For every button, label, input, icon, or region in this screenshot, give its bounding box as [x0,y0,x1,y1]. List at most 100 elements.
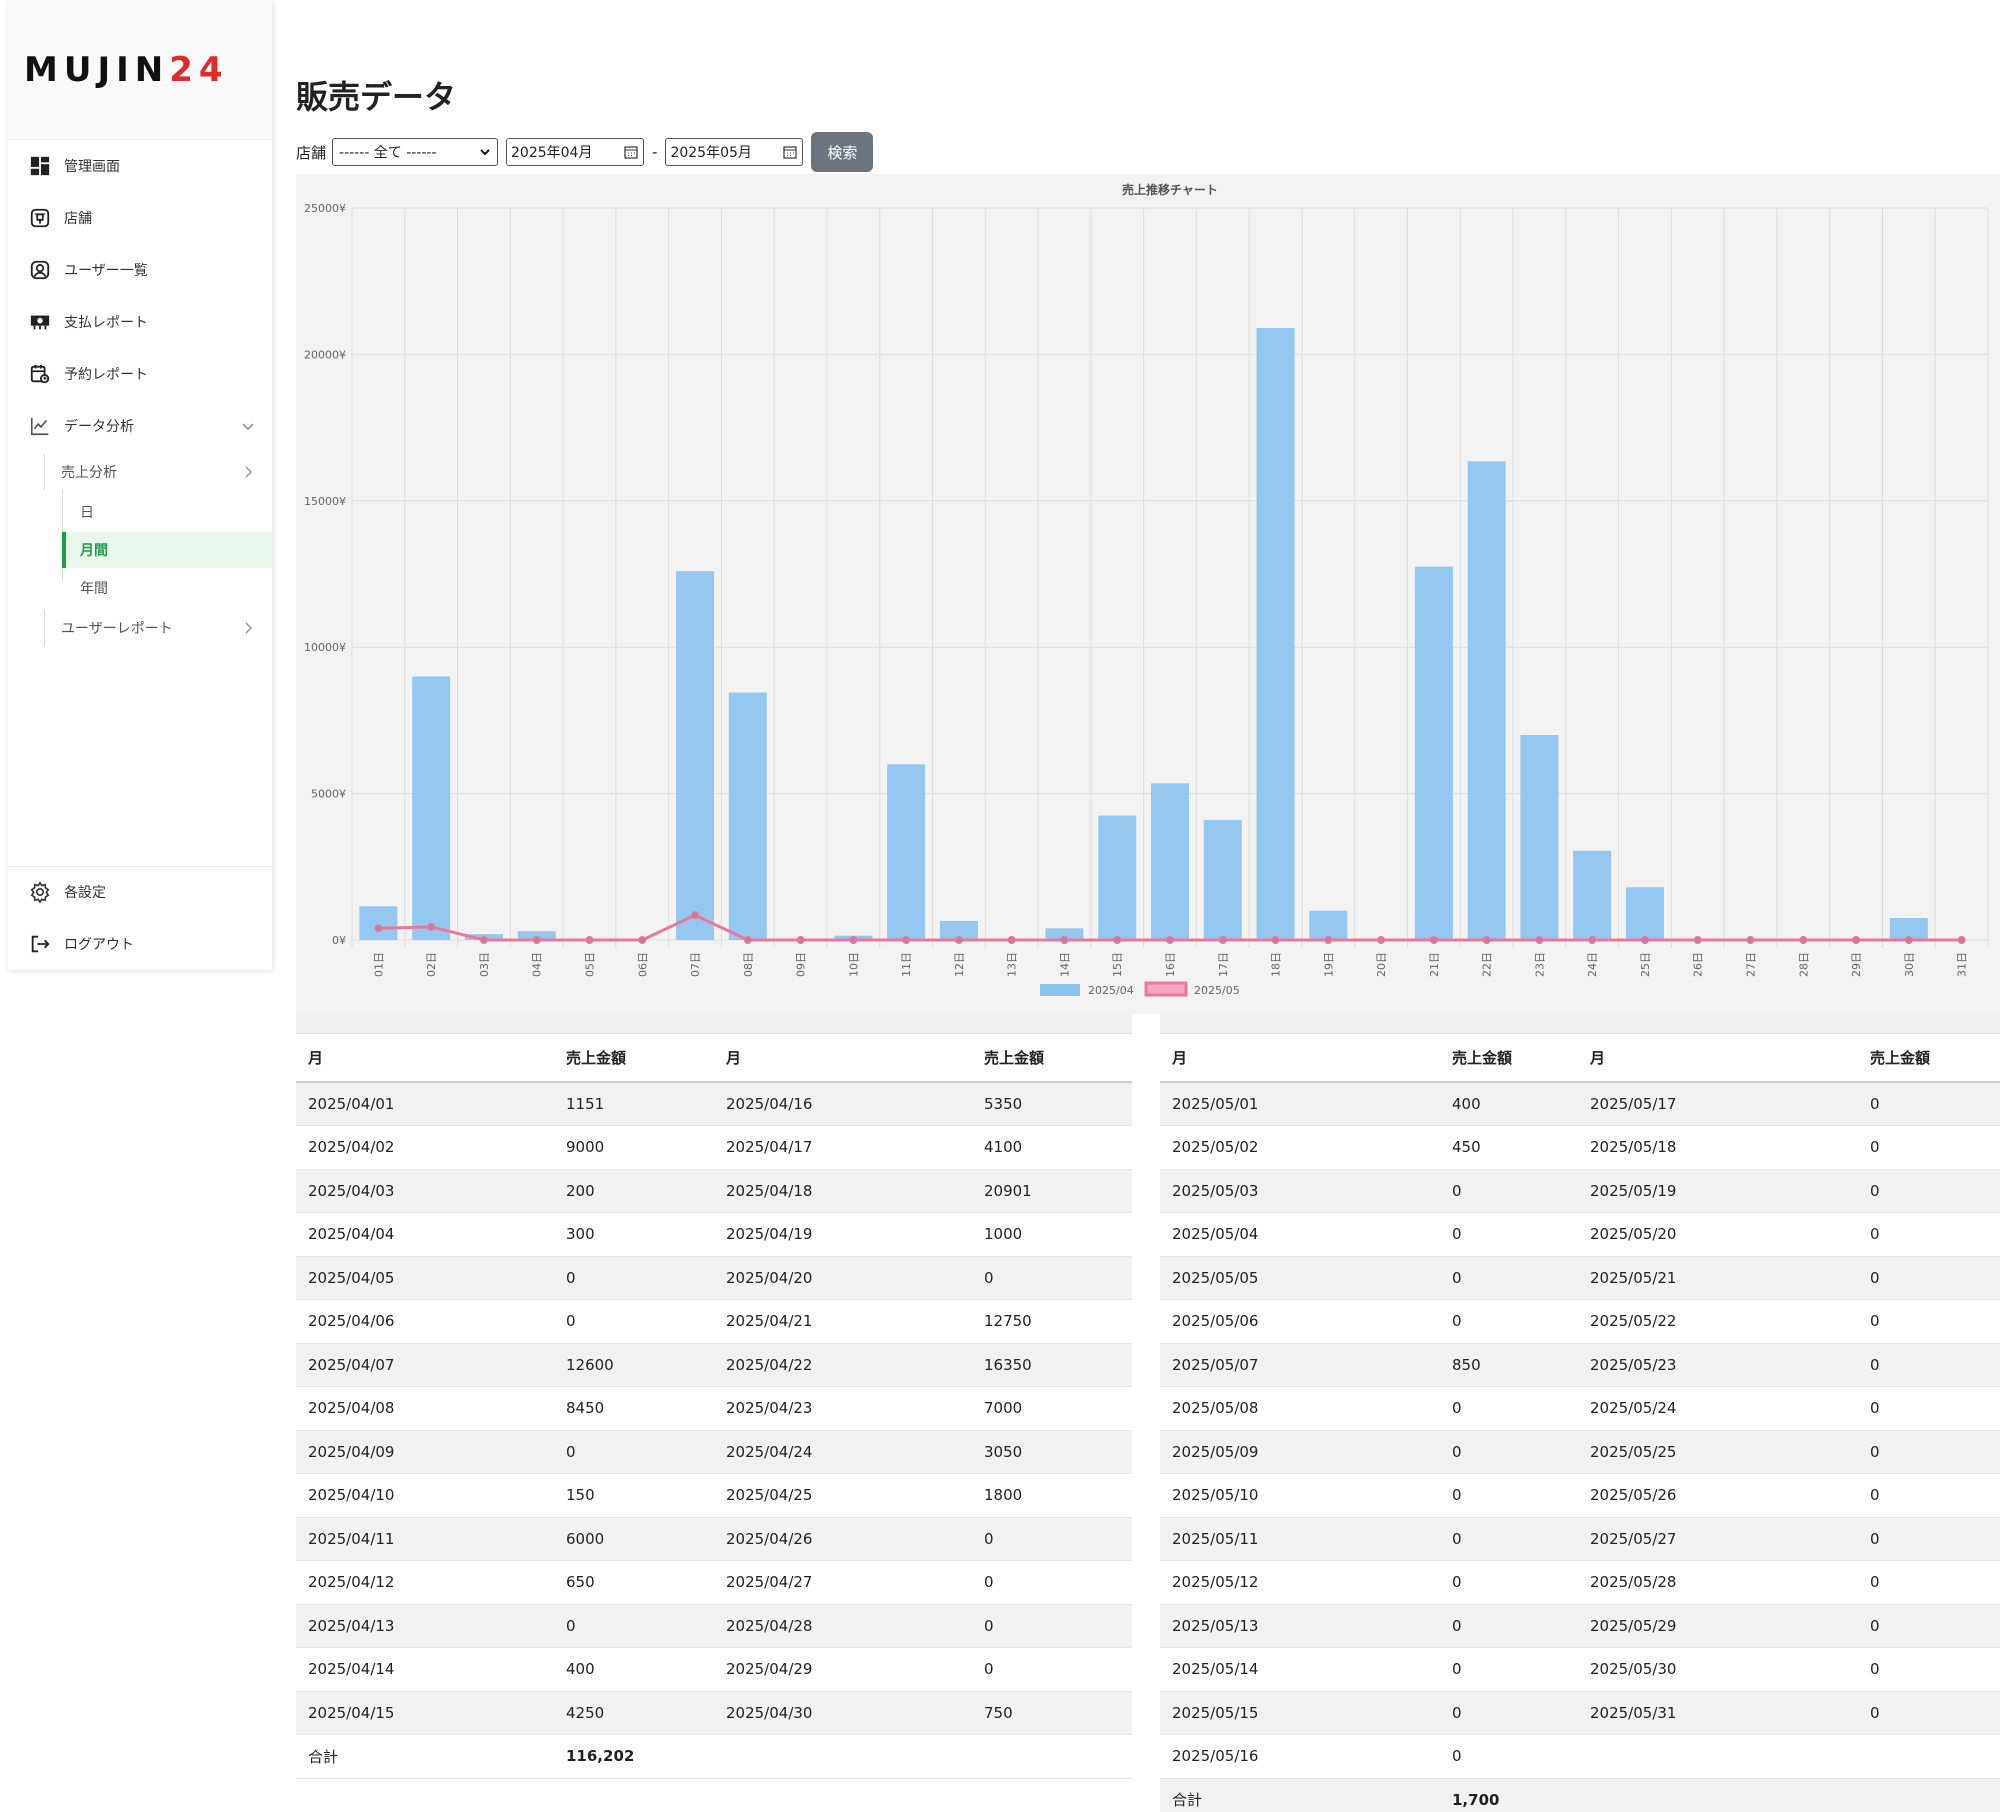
table-row: 2025/05/04 0 2025/05/20 0 [1160,1212,2000,1257]
x-tick-label: 23日 [1533,952,1546,977]
sidebar-item-users[interactable]: ユーザー一覧 [8,250,272,290]
x-tick-label: 01日 [372,952,385,977]
cell-empty [714,1734,972,1779]
cell-date: 2025/04/15 [296,1691,554,1735]
sidebar-item-day[interactable]: 日 [62,494,272,530]
cell-date: 2025/04/10 [296,1473,554,1518]
cell-date: 2025/05/23 [1578,1343,1858,1387]
cell-amount: 0 [1440,1517,1578,1561]
sidebar-item-reservation-report[interactable]: 予約レポート [8,354,272,394]
cell-date: 2025/04/14 [296,1647,554,1692]
table-row: 2025/04/04 300 2025/04/19 1000 [296,1212,1132,1257]
table-row: 2025/05/14 0 2025/05/30 0 [1160,1647,2000,1692]
sidebar-item-user-report[interactable]: ユーザーレポート [44,610,272,646]
sidebar-item-logout[interactable]: ログアウト [8,924,272,964]
sidebar-item-label: ログアウト [64,937,134,953]
sidebar-item-sales-analysis[interactable]: 売上分析 [44,454,272,490]
point-2025-05 [1429,936,1438,944]
table-row: 2025/05/05 0 2025/05/21 0 [1160,1256,2000,1300]
sidebar-item-settings[interactable]: 各設定 [8,872,272,912]
logo[interactable]: MUJIN24 [8,0,272,140]
sidebar-item-payment-report[interactable]: 支払レポート [8,302,272,342]
cell-date: 2025/04/27 [714,1560,972,1605]
sidebar-item-store[interactable]: 店舗 [8,198,272,238]
point-2025-05 [1904,936,1913,944]
cell-date: 2025/04/28 [714,1604,972,1648]
cell-amount: 7000 [972,1386,1132,1431]
cell-amount: 400 [554,1647,714,1692]
april-sales-table: 月売上金額月売上金額 2025/04/01 1151 2025/04/16 5350 20… [296,1034,1132,1779]
y-tick-label: 20000¥ [304,348,346,361]
cell-amount: 0 [1858,1691,2000,1735]
store-label: 店舗 [296,143,327,162]
cell-date: 2025/05/30 [1578,1647,1858,1692]
cell-date [1578,1734,1858,1779]
x-tick-label: 20日 [1375,952,1388,977]
cell-date: 2025/05/05 [1160,1256,1440,1300]
cell-amount: 0 [1858,1473,2000,1518]
cell-amount: 200 [554,1169,714,1213]
cell-date: 2025/04/01 [296,1082,554,1126]
cell-amount: 0 [1440,1212,1578,1257]
sidebar-item-year[interactable]: 年間 [62,570,272,606]
table-top-bar [296,1014,1132,1034]
cell-amount: 1800 [972,1473,1132,1518]
cell-date: 2025/05/29 [1578,1604,1858,1648]
cell-date: 2025/04/09 [296,1430,554,1474]
calendar-icon[interactable] [623,144,639,160]
x-tick-label: 06日 [636,952,649,977]
table-row: 2025/05/12 0 2025/05/28 0 [1160,1560,2000,1605]
cell-date: 2025/04/21 [714,1299,972,1344]
table-row: 2025/04/03 200 2025/04/18 20901 [296,1169,1132,1213]
cell-amount: 0 [972,1517,1132,1561]
x-tick-label: 13日 [1006,952,1019,977]
to-month-input[interactable]: 2025年05月 [665,138,804,166]
cell-amount: 0 [1858,1647,2000,1692]
payment-icon [28,310,52,334]
store-select[interactable]: ------ 全て ------ [332,138,499,166]
point-2025-05 [1482,936,1491,944]
y-tick-label: 10000¥ [304,641,346,654]
point-2025-05 [1324,936,1333,944]
table-row: 2025/05/09 0 2025/05/25 0 [1160,1430,2000,1474]
point-2025-05 [954,936,963,944]
cell-date: 2025/05/21 [1578,1256,1858,1300]
x-tick-label: 14日 [1058,952,1071,977]
bar-2025-04 [1151,783,1189,940]
legend-swatch-2025-04 [1040,984,1080,996]
cell-date: 2025/05/09 [1160,1430,1440,1474]
x-tick-label: 27日 [1745,952,1758,977]
sidebar-item-data-analysis[interactable]: データ分析 [8,406,272,446]
cell-date: 2025/05/19 [1578,1169,1858,1213]
cell-amount: 0 [554,1430,714,1474]
cell-date: 2025/04/06 [296,1299,554,1344]
x-tick-label: 28日 [1797,952,1810,977]
sidebar-item-dashboard[interactable]: 管理画面 [8,146,272,186]
cell-amount: 0 [1858,1212,2000,1257]
bar-2025-04 [1203,819,1242,940]
search-button[interactable]: 検索 [811,132,874,172]
calendar-icon[interactable] [782,144,798,160]
cell-date: 2025/04/05 [296,1256,554,1300]
bar-2025-04 [1520,735,1559,940]
from-month-input[interactable]: 2025年04月 [506,138,645,166]
logout-icon [28,932,52,956]
cell-amount: 0 [1440,1734,1578,1779]
sidebar-item-month[interactable]: 月間 [62,532,272,568]
user-icon [28,258,52,282]
x-tick-label: 15日 [1111,952,1124,977]
cell-amount: 5350 [972,1082,1132,1126]
point-2025-05 [1166,936,1174,944]
bar-2025-04 [359,906,398,940]
cell-empty [1858,1778,2000,1812]
cell-amount: 0 [1440,1604,1578,1648]
table-row: 2025/05/15 0 2025/05/31 0 [1160,1691,2000,1735]
point-2025-05 [1060,936,1069,944]
y-tick-label: 0¥ [332,934,346,947]
x-tick-label: 26日 [1692,952,1705,977]
y-tick-label: 5000¥ [311,788,346,801]
cell-date: 2025/05/12 [1160,1560,1440,1605]
cell-amount [1858,1734,2000,1779]
chevron-down-icon[interactable] [240,418,256,434]
total-label: 合計 [1160,1778,1440,1812]
